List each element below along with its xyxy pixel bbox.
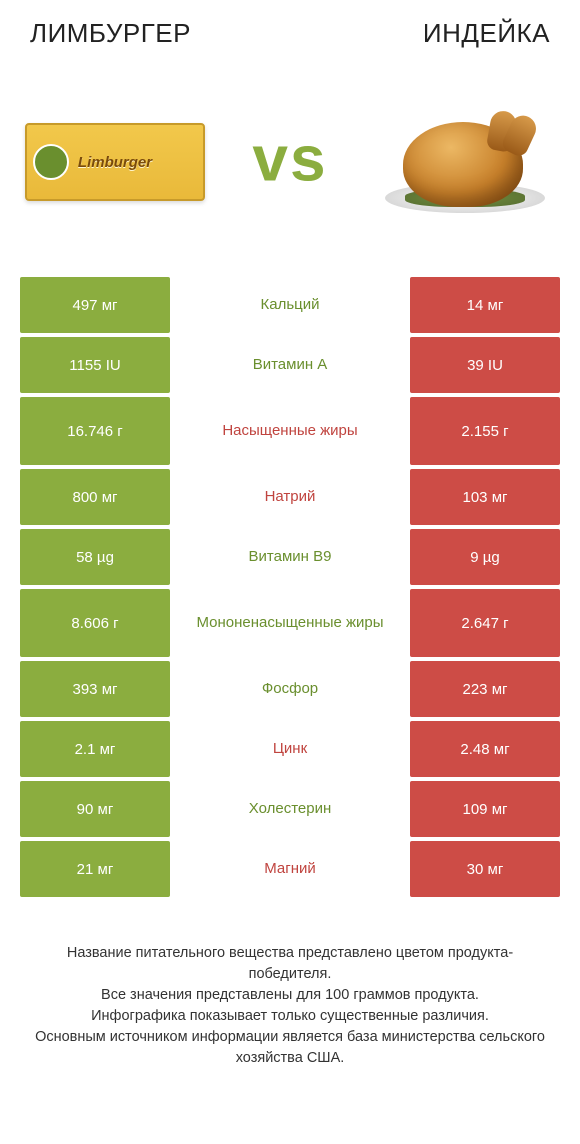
right-product-title: ИНДЕЙКА	[423, 18, 550, 49]
nutrient-label: Холестерин	[170, 781, 410, 837]
footer-notes: Название питательного вещества представл…	[26, 943, 554, 1069]
left-value: 16.746 г	[20, 397, 170, 465]
cheese-icon: Limburger	[25, 123, 205, 201]
cheese-label: Limburger	[78, 154, 152, 171]
footer-line: Инфографика показывает только существенн…	[26, 1006, 554, 1027]
right-value: 30 мг	[410, 841, 560, 897]
footer-line: Название питательного вещества представл…	[26, 943, 554, 985]
right-value: 2.48 мг	[410, 721, 560, 777]
left-value: 800 мг	[20, 469, 170, 525]
nutrient-label: Фосфор	[170, 661, 410, 717]
left-value: 393 мг	[20, 661, 170, 717]
table-row: 1155 IUВитамин A39 IU	[20, 337, 560, 393]
nutrient-label: Магний	[170, 841, 410, 897]
table-row: 8.606 гМононенасыщенные жиры2.647 г	[20, 589, 560, 657]
right-value: 2.155 г	[410, 397, 560, 465]
nutrient-label: Кальций	[170, 277, 410, 333]
left-value: 497 мг	[20, 277, 170, 333]
footer-line: Все значения представлены для 100 граммо…	[26, 985, 554, 1006]
table-row: 800 мгНатрий103 мг	[20, 469, 560, 525]
left-value: 1155 IU	[20, 337, 170, 393]
nutrient-label: Насыщенные жиры	[170, 397, 410, 465]
table-row: 90 мгХолестерин109 мг	[20, 781, 560, 837]
left-product-image: Limburger	[15, 87, 215, 237]
left-product-title: ЛИМБУРГЕР	[30, 18, 191, 49]
table-row: 21 мгМагний30 мг	[20, 841, 560, 897]
left-value: 8.606 г	[20, 589, 170, 657]
cheese-badge-icon	[33, 144, 69, 180]
right-value: 109 мг	[410, 781, 560, 837]
left-value: 58 µg	[20, 529, 170, 585]
table-row: 2.1 мгЦинк2.48 мг	[20, 721, 560, 777]
right-value: 103 мг	[410, 469, 560, 525]
left-value: 2.1 мг	[20, 721, 170, 777]
right-product-image	[365, 87, 565, 237]
nutrient-label: Мононенасыщенные жиры	[170, 589, 410, 657]
table-row: 16.746 гНасыщенные жиры2.155 г	[20, 397, 560, 465]
header: ЛИМБУРГЕР ИНДЕЙКА	[0, 0, 580, 57]
hero-section: Limburger vs	[0, 67, 580, 257]
right-value: 9 µg	[410, 529, 560, 585]
nutrient-label: Натрий	[170, 469, 410, 525]
right-value: 14 мг	[410, 277, 560, 333]
left-value: 90 мг	[20, 781, 170, 837]
right-value: 2.647 г	[410, 589, 560, 657]
right-value: 39 IU	[410, 337, 560, 393]
turkey-icon	[385, 107, 545, 217]
table-row: 393 мгФосфор223 мг	[20, 661, 560, 717]
vs-label: vs	[252, 121, 327, 195]
nutrient-label: Витамин A	[170, 337, 410, 393]
nutrient-label: Витамин B9	[170, 529, 410, 585]
nutrient-table: 497 мгКальций14 мг1155 IUВитамин A39 IU1…	[20, 277, 560, 897]
nutrient-label: Цинк	[170, 721, 410, 777]
left-value: 21 мг	[20, 841, 170, 897]
right-value: 223 мг	[410, 661, 560, 717]
table-row: 497 мгКальций14 мг	[20, 277, 560, 333]
table-row: 58 µgВитамин B99 µg	[20, 529, 560, 585]
footer-line: Основным источником информации является …	[26, 1027, 554, 1069]
